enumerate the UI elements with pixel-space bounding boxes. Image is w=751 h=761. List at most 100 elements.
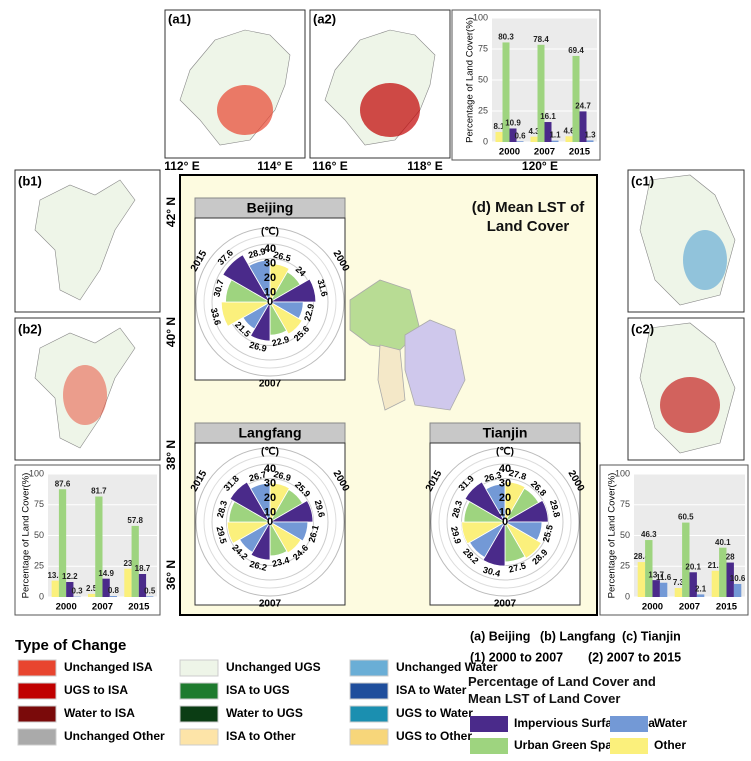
bar-value-label: 0.5 [144, 586, 156, 595]
r-tick-label: 10 [264, 506, 276, 518]
legend-swatch [18, 683, 56, 699]
bar [697, 594, 704, 597]
bar-value-label: 24.7 [575, 101, 591, 110]
bar-value-label: 40.1 [715, 538, 731, 547]
panel-label: (a1) [168, 11, 191, 26]
bar-value-label: 78.4 [533, 35, 549, 44]
rose-year-label: 2007 [494, 599, 517, 610]
bar [660, 583, 667, 597]
rose-title: Tianjin [483, 425, 528, 441]
legend-label: Unchanged ISA [64, 660, 153, 674]
period-key: (1) 2000 to 2007 [470, 650, 563, 664]
r-tick-label: 30 [264, 477, 276, 489]
x-tick-label: 2007 [534, 147, 555, 158]
bar [496, 132, 503, 142]
legend-label: UGS to Water [396, 706, 473, 720]
legend-swatch [350, 683, 388, 699]
lat-label: 36° N [164, 560, 178, 590]
legend-label: Unchanged UGS [226, 660, 321, 674]
bar-value-label: 20.1 [685, 562, 701, 571]
panel-label: (c2) [631, 321, 654, 336]
r-tick-label: 40 [264, 463, 276, 475]
y-tick-label: 50 [478, 74, 488, 84]
legend-label: Unchanged Other [64, 729, 165, 743]
y-tick-label: 75 [34, 499, 44, 509]
bar [645, 540, 652, 597]
y-tick-label: 0 [483, 136, 488, 146]
bar-value-label: 0.8 [108, 586, 120, 595]
legend-label: Water to UGS [226, 706, 303, 720]
bar [566, 136, 573, 142]
bar [682, 523, 689, 597]
legend-label: ISA to Other [226, 729, 296, 743]
legend-label: Water [654, 716, 687, 730]
legend-swatch [18, 706, 56, 722]
region-key: (c) Tianjin [622, 629, 681, 643]
legend-swatch [470, 738, 508, 754]
bar-value-label: 23 [123, 559, 132, 568]
bar-value-label: 0.3 [72, 587, 84, 596]
x-tick-label: 2000 [642, 602, 663, 613]
bar [88, 594, 95, 597]
land-cover-legend-title-box: Percentage of Land Cover and Mean LST of… [468, 673, 668, 713]
y-tick-label: 25 [620, 561, 630, 571]
bar-value-label: 14.9 [98, 569, 114, 578]
x-tick-label: 2000 [499, 147, 520, 158]
central-map-title-box: (d) Mean LST of Land Cover [458, 198, 598, 248]
r-tick-label: 40 [264, 243, 276, 255]
legend-label: ISA to UGS [226, 683, 290, 697]
bar-value-label: 57.8 [127, 516, 143, 525]
bar-value-label: 16.1 [540, 112, 556, 121]
legend-swatch [610, 738, 648, 754]
bar-value-label: 81.7 [91, 487, 107, 496]
rose-unit: (℃) [261, 227, 279, 238]
bar [573, 56, 580, 142]
bar-value-label: 12.2 [62, 572, 78, 581]
bar-value-label: 2.1 [695, 585, 707, 594]
region-key: (b) Langfang [540, 629, 616, 643]
bar [675, 588, 682, 597]
rose-year-label: 2007 [259, 599, 282, 610]
legend-label: UGS to ISA [64, 683, 128, 697]
bar [734, 584, 741, 597]
bar [146, 596, 153, 597]
bar [110, 596, 117, 597]
y-tick-label: 50 [620, 530, 630, 540]
rose-title: Beijing [247, 200, 294, 216]
x-tick-label: 2015 [128, 602, 150, 613]
bar-value-label: 28 [726, 553, 735, 562]
bar-value-label: 80.3 [498, 33, 514, 42]
bar [95, 497, 102, 597]
bar-value-label: 60.5 [678, 513, 694, 522]
bar-value-label: 10.9 [505, 119, 521, 128]
bar-value-label: 46.3 [641, 530, 657, 539]
bar-value-label: 69.4 [568, 46, 584, 55]
legend-swatch [180, 729, 218, 745]
legend-label: Water to ISA [64, 706, 135, 720]
panel-label: (b1) [18, 173, 42, 188]
bar-value-label: 1.1 [549, 131, 561, 140]
land-cover-legend-title: Percentage of Land Cover and Mean LST of… [468, 673, 668, 707]
legend-swatch [350, 660, 388, 676]
bar-value-label: 0.6 [514, 131, 526, 140]
x-tick-label: 2015 [716, 602, 738, 613]
y-tick-label: 0 [625, 591, 630, 601]
rose-title: Langfang [239, 425, 302, 441]
legend-swatch [180, 683, 218, 699]
x-tick-label: 2007 [679, 602, 700, 613]
legend-swatch [350, 729, 388, 745]
legend-swatch [180, 660, 218, 676]
bar [124, 569, 131, 597]
x-tick-label: 2015 [569, 147, 591, 158]
bar-value-label: 87.6 [55, 479, 71, 488]
rose-unit: (℃) [261, 447, 279, 458]
bar [712, 571, 719, 597]
r-tick-label: 30 [264, 257, 276, 269]
legend-label: Urban Green Space [514, 738, 626, 752]
y-tick-label: 25 [34, 561, 44, 571]
central-map-title: (d) Mean LST of Land Cover [458, 198, 598, 236]
legend-swatch [18, 729, 56, 745]
bar-value-label: 18.7 [135, 564, 151, 573]
